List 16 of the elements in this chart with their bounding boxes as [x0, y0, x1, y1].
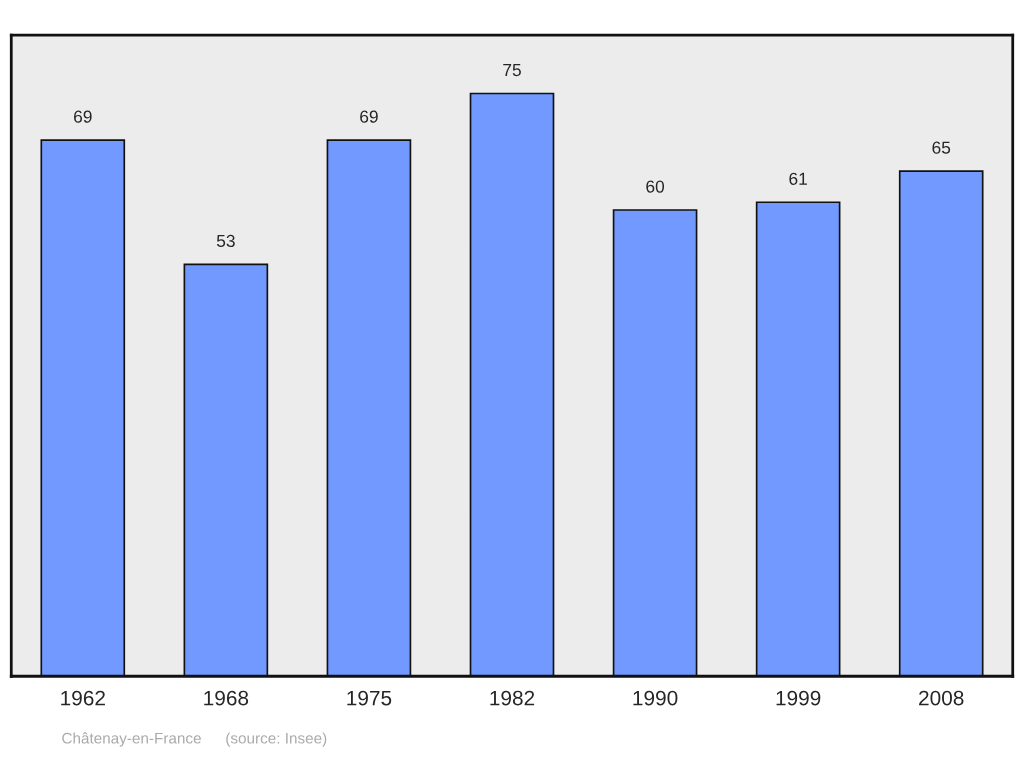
- x-tick-label: 1982: [490, 690, 535, 706]
- data-label: 75: [503, 64, 521, 77]
- data-label: 65: [932, 141, 951, 154]
- data-label: 69: [74, 110, 92, 123]
- x-tick-label: 1999: [776, 690, 821, 706]
- x-tick-label: 2008: [919, 690, 964, 706]
- text: Châtenay-en-France: [62, 732, 201, 747]
- x-tick-label: 1975: [347, 690, 392, 706]
- data-label: 53: [216, 234, 235, 248]
- x-tick-label: 1962: [61, 690, 105, 706]
- data-label: 61: [789, 172, 807, 185]
- data-label: 69: [360, 110, 378, 123]
- data-label: 60: [646, 180, 665, 193]
- text: (source: Insee): [226, 732, 327, 747]
- x-tick-label: 1990: [633, 690, 678, 706]
- x-tick-label: 1968: [204, 690, 249, 706]
